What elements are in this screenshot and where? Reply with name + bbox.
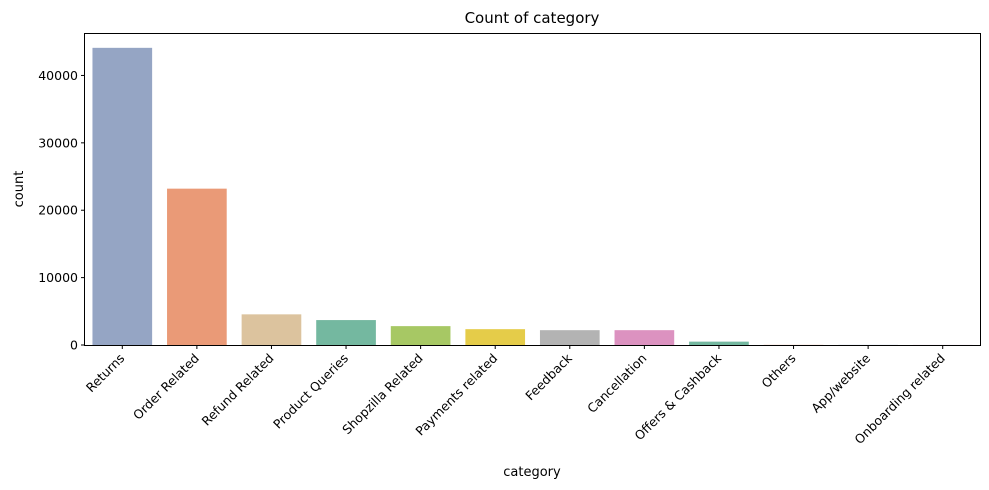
plot-frame <box>84 33 981 346</box>
y-tick-label: 40000 <box>38 68 78 83</box>
x-tick-label: Cancellation <box>584 351 649 416</box>
x-tick-label: Shopzilla Related <box>339 351 426 438</box>
bar-refund-related <box>241 314 302 345</box>
x-tick-label: Others <box>758 351 798 391</box>
bar-returns <box>92 47 153 345</box>
x-tick-label: Returns <box>83 351 128 396</box>
bar-shopzilla-related <box>390 326 451 345</box>
bar-feedback <box>539 330 600 345</box>
y-tick-label: 10000 <box>38 270 78 285</box>
bar-payments-related <box>465 329 526 345</box>
bars-group <box>92 47 973 345</box>
chart-title: Count of category <box>465 9 600 27</box>
x-tick-label: Payments related <box>412 351 500 439</box>
bar-product-queries <box>316 320 376 345</box>
x-tick-label: Refund Related <box>198 351 276 429</box>
y-tick-label: 0 <box>70 338 78 353</box>
x-axis-label: category <box>503 465 561 480</box>
y-axis: 0 10000 20000 30000 40000 <box>38 68 85 353</box>
x-tick-label: Feedback <box>522 350 575 403</box>
y-tick-label: 20000 <box>38 203 78 218</box>
y-tick-label: 30000 <box>38 135 78 150</box>
y-axis-label: count <box>12 171 27 208</box>
bar-cancellation <box>614 330 675 345</box>
x-tick-label: Product Queries <box>270 351 351 432</box>
x-tick-label: App/website <box>808 350 873 415</box>
bar-offers-cashback <box>689 341 749 345</box>
x-tick-label: Order Related <box>130 351 202 423</box>
bar-order-related <box>167 188 227 345</box>
